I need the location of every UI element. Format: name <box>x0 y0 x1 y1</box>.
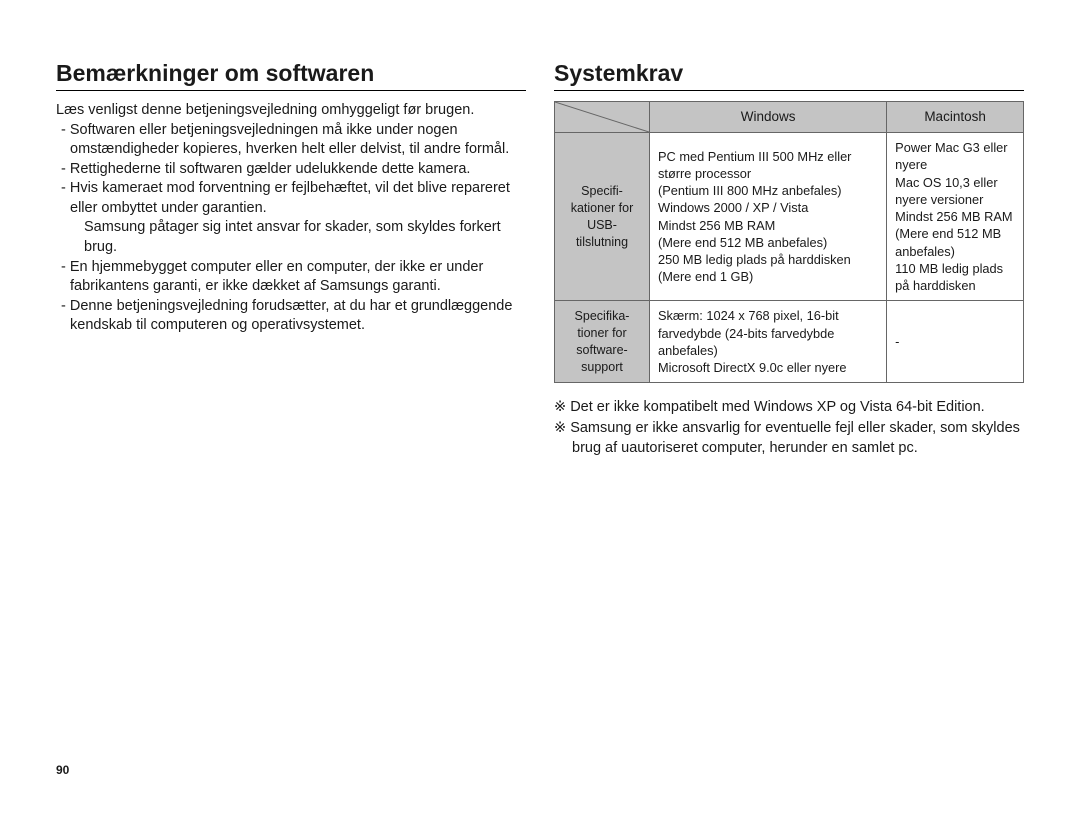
list-item: En hjemmebygget computer eller en comput… <box>56 258 526 297</box>
cell-software-windows: Skærm: 1024 x 768 pixel, 16-bit farvedyb… <box>650 301 887 383</box>
list-item: Rettighederne til softwaren gælder udelu… <box>56 160 526 180</box>
requirements-table: Windows Macintosh Specifi-kationer for U… <box>554 101 1024 383</box>
col-header-windows: Windows <box>650 102 887 133</box>
row-header-usb: Specifi-kationer for USB-tilslutning <box>555 133 650 301</box>
left-list: Softwaren eller betjeningsvejledningen m… <box>56 121 526 336</box>
list-item-text: Hvis kameraet mod forventning er fejlbeh… <box>70 180 510 216</box>
list-item: Hvis kameraet mod forventning er fejlbeh… <box>56 179 526 257</box>
left-intro: Læs venligst denne betjeningsvejledning … <box>56 101 526 121</box>
footnotes: ※ Det er ikke kompatibelt med Windows XP… <box>554 397 1024 458</box>
row-header-software: Specifika-tioner for software-support <box>555 301 650 383</box>
footnote-marker-icon: ※ <box>554 399 566 415</box>
footnote: ※ Samsung er ikke ansvarlig for eventuel… <box>554 418 1024 459</box>
left-heading: Bemærkninger om softwaren <box>56 60 526 91</box>
table-corner-cell <box>555 102 650 133</box>
cell-usb-windows: PC med Pentium III 500 MHz eller større … <box>650 133 887 301</box>
table-row: Windows Macintosh <box>555 102 1024 133</box>
list-item: Softwaren eller betjeningsvejledningen m… <box>56 121 526 160</box>
footnote-marker-icon: ※ <box>554 420 566 436</box>
table-row: Specifi-kationer for USB-tilslutning PC … <box>555 133 1024 301</box>
page-number: 90 <box>56 763 69 777</box>
cell-software-mac: - <box>887 301 1024 383</box>
left-column: Bemærkninger om softwaren Læs venligst d… <box>56 60 526 815</box>
footnote-text: Samsung er ikke ansvarlig for eventuelle… <box>570 420 1020 456</box>
right-heading: Systemkrav <box>554 60 1024 91</box>
col-header-mac: Macintosh <box>887 102 1024 133</box>
footnote: ※ Det er ikke kompatibelt med Windows XP… <box>554 397 1024 417</box>
footnote-text: Det er ikke kompatibelt med Windows XP o… <box>570 399 985 415</box>
right-column: Systemkrav Windows Macintosh Specifi-kat… <box>554 60 1024 815</box>
document-page: Bemærkninger om softwaren Læs venligst d… <box>0 0 1080 815</box>
diagonal-icon <box>555 102 649 132</box>
cell-usb-mac: Power Mac G3 eller nyereMac OS 10,3 elle… <box>887 133 1024 301</box>
table-row: Specifika-tioner for software-support Sk… <box>555 301 1024 383</box>
list-item: Denne betjeningsvejledning forudsætter, … <box>56 297 526 336</box>
list-item-sub: Samsung påtager sig intet ansvar for ska… <box>70 218 526 257</box>
